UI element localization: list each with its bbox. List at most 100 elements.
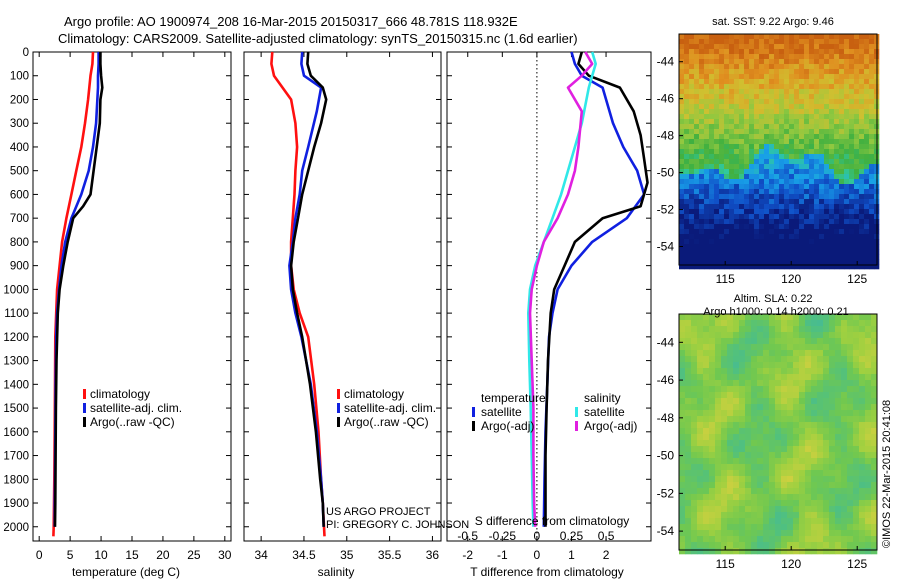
map-cell (824, 164, 830, 170)
map-cell (794, 109, 800, 115)
map-cell (853, 350, 860, 357)
map-cell (799, 199, 805, 205)
map-cell (834, 44, 840, 50)
map-cell (763, 344, 770, 351)
map-cell (709, 398, 716, 405)
map-cell (854, 104, 860, 110)
map-cell (781, 494, 788, 501)
map-cell (769, 64, 775, 70)
map-cell (854, 179, 860, 185)
map-cell (809, 259, 815, 265)
map-cell (739, 320, 746, 327)
map-cell (729, 49, 735, 55)
map-cell (714, 64, 720, 70)
map-cell (804, 239, 810, 245)
map-cell (793, 458, 800, 465)
map-cell (715, 434, 722, 441)
map-cell (835, 512, 842, 519)
map-cell (799, 234, 805, 240)
map-cell (727, 332, 734, 339)
map-cell (814, 254, 820, 260)
map-cell (844, 224, 850, 230)
map-cell (814, 174, 820, 180)
map-cell (724, 224, 730, 230)
map-cell (697, 446, 704, 453)
map-cell (679, 512, 686, 519)
map-cell (787, 506, 794, 513)
map-cell (799, 470, 806, 477)
map-cell (864, 129, 870, 135)
map-cell (739, 184, 745, 190)
map-cell (854, 199, 860, 205)
map-cell (699, 124, 705, 130)
map-cell (744, 169, 750, 175)
map-cell (809, 129, 815, 135)
map-cell (775, 326, 782, 333)
map-cell (719, 244, 725, 250)
map-cell (739, 392, 746, 399)
map-y-tick-label: -46 (657, 373, 675, 387)
map-cell (793, 452, 800, 459)
map-cell (854, 169, 860, 175)
map-cell (719, 94, 725, 100)
map-cell (854, 244, 860, 250)
map-cell (679, 104, 685, 110)
map-cell (679, 380, 686, 387)
map-cell (679, 362, 686, 369)
map-cell (829, 124, 835, 130)
map-cell (709, 542, 716, 549)
map-cell (864, 214, 870, 220)
map-cell (839, 144, 845, 150)
map-cell (849, 34, 855, 40)
map-cell (829, 548, 836, 555)
map-cell (793, 434, 800, 441)
map-cell (734, 174, 740, 180)
map-cell (835, 314, 842, 321)
map-cell (784, 114, 790, 120)
x-tick-label: 25 (187, 548, 201, 562)
map-cell (727, 380, 734, 387)
map-cell (754, 234, 760, 240)
map-cell (854, 74, 860, 80)
map-cell (697, 500, 704, 507)
map-cell (744, 44, 750, 50)
map-cell (689, 64, 695, 70)
sst-map-title: sat. SST: 9.22 Argo: 9.46 (712, 16, 834, 28)
map-cell (789, 99, 795, 105)
map-cell (727, 458, 734, 465)
map-cell (694, 244, 700, 250)
map-cell (844, 119, 850, 125)
map-cell (764, 204, 770, 210)
map-cell (709, 84, 715, 90)
map-cell (834, 199, 840, 205)
map-cell (739, 476, 746, 483)
map-cell (864, 54, 870, 60)
map-cell (847, 434, 854, 441)
map-cell (829, 64, 835, 70)
map-cell (689, 124, 695, 130)
map-cell (811, 464, 818, 471)
map-cell (745, 338, 752, 345)
map-cell (794, 59, 800, 65)
map-cell (839, 164, 845, 170)
map-cell (869, 104, 875, 110)
map-cell (804, 249, 810, 255)
map-cell (679, 259, 685, 265)
map-cell (764, 94, 770, 100)
map-cell (865, 470, 872, 477)
map-cell (749, 129, 755, 135)
map-cell (689, 209, 695, 215)
map-cell (679, 134, 685, 140)
map-cell (775, 524, 782, 531)
map-cell (699, 154, 705, 160)
map-cell (709, 219, 715, 225)
map-cell (714, 74, 720, 80)
map-cell (793, 512, 800, 519)
map-cell (839, 44, 845, 50)
map-cell (679, 374, 686, 381)
map-cell (854, 34, 860, 40)
map-cell (819, 199, 825, 205)
map-cell (809, 199, 815, 205)
map-cell (784, 219, 790, 225)
map-cell (839, 49, 845, 55)
